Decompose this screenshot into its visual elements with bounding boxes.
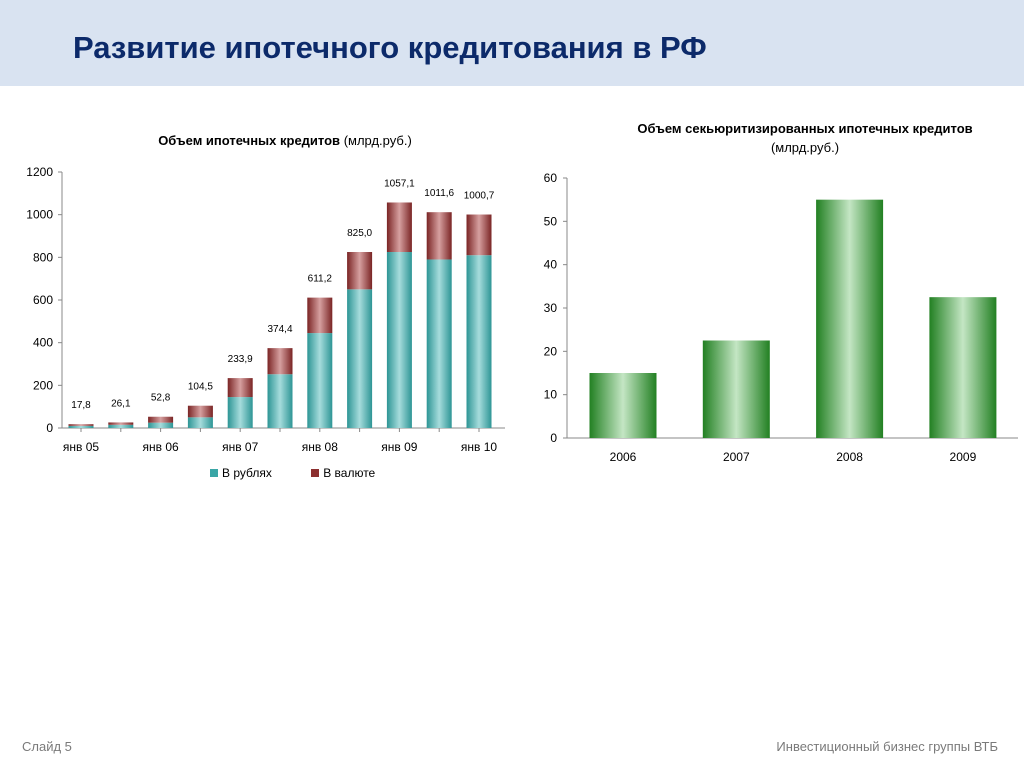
bar-total-label: 233,9 (228, 354, 253, 365)
bar-fx (267, 348, 293, 375)
bar-fx (307, 297, 333, 334)
bar-fx (466, 214, 492, 256)
securitized-title-unit: (млрд.руб.) (770, 140, 840, 155)
bar-rub (68, 425, 94, 428)
bar-securitized (816, 199, 884, 438)
y-tick-label: 40 (544, 258, 558, 272)
securitized-volume-chart: 0 10 20 30 40 50 60 2006 2007 2008 2009 (544, 171, 1018, 464)
bar-fx (148, 416, 174, 423)
bar-rub (187, 417, 213, 428)
bar-total-label: 374,4 (267, 324, 292, 335)
mortgage-volume-chart-title: Объем ипотечных кредитов (млрд.руб.) (60, 131, 510, 150)
bar-rub (307, 333, 333, 428)
bar-fx (68, 424, 94, 426)
y-tick-label: 800 (33, 250, 53, 264)
legend-item-fx: В валюте (311, 466, 375, 480)
bar-securitized (589, 373, 657, 438)
mortgage-volume-legend: В рублях В валюте (210, 466, 375, 480)
legend-swatch-fx (311, 469, 320, 477)
x-tick-label: янв 10 (461, 440, 498, 454)
x-tick-label: янв 09 (381, 440, 418, 454)
y-tick-label: 50 (544, 214, 558, 228)
bar-total-label: 104,5 (188, 382, 213, 393)
y-tick-label: 600 (33, 293, 53, 307)
bar-rub (108, 424, 134, 428)
bar-rub (347, 289, 373, 428)
y-tick-label: 30 (544, 301, 558, 315)
y-tick-label: 1200 (26, 165, 53, 179)
bar-securitized (702, 340, 770, 438)
y-tick-label: 200 (33, 378, 53, 392)
bar-securitized (929, 297, 997, 438)
securitized-chart-title: Объем секьюритизированных ипотечных кред… (560, 119, 1024, 157)
bar-rub (227, 397, 253, 428)
slide-number: Слайд 5 (22, 739, 72, 754)
x-tick-label: янв 07 (222, 440, 259, 454)
bar-rub (426, 259, 452, 428)
legend-item-rub: В рублях (210, 466, 272, 480)
bar-fx (386, 202, 412, 252)
slide-title: Развитие ипотечного кредитования в РФ (73, 30, 707, 65)
x-tick-label: 2009 (950, 450, 977, 464)
x-tick-label: 2007 (723, 450, 750, 464)
mortgage-volume-chart: 0 200 400 600 800 1000 1200 17,8 26,1 52,8 104,5 23… (26, 165, 505, 454)
y-tick-label: 1000 (26, 208, 53, 222)
legend-label-fx: В валюте (323, 466, 376, 480)
bar-rub (148, 422, 174, 428)
bar-fx (426, 212, 452, 260)
bar-rub (386, 252, 412, 428)
legend-swatch-rub (210, 469, 218, 477)
bar-total-label: 52,8 (151, 393, 171, 404)
securitized-title-text: Объем секьюритизированных ипотечных кред… (637, 121, 973, 136)
mortgage-volume-title-text: Объем ипотечных кредитов (158, 133, 341, 148)
header-band (0, 0, 1024, 86)
bar-fx (108, 422, 134, 425)
x-tick-label: 2008 (836, 450, 863, 464)
mortgage-volume-title-unit: (млрд.руб.) (343, 133, 412, 148)
bar-rub (267, 374, 293, 428)
bar-fx (227, 378, 253, 398)
bar-total-label: 825,0 (347, 228, 372, 239)
bar-total-label: 1011,6 (424, 188, 454, 199)
x-tick-label: янв 08 (302, 440, 339, 454)
bar-total-label: 17,8 (71, 400, 91, 411)
footer-company: Инвестиционный бизнес группы ВТБ (776, 739, 998, 754)
bar-total-label: 1000,7 (464, 191, 495, 202)
y-tick-label: 0 (46, 421, 53, 435)
bar-total-label: 611,2 (308, 274, 333, 285)
x-tick-label: янв 05 (63, 440, 100, 454)
y-tick-label: 60 (544, 171, 558, 185)
x-tick-label: янв 06 (143, 440, 180, 454)
bar-fx (347, 252, 373, 290)
y-tick-label: 20 (544, 344, 558, 358)
bar-rub (466, 255, 492, 428)
y-tick-label: 400 (33, 336, 53, 350)
x-tick-label: 2006 (610, 450, 637, 464)
bar-total-label: 26,1 (111, 398, 131, 409)
legend-label-rub: В рублях (222, 466, 272, 480)
y-tick-label: 10 (544, 388, 558, 402)
bar-fx (187, 405, 213, 418)
y-tick-label: 0 (550, 431, 557, 445)
bar-total-label: 1057,1 (384, 178, 415, 189)
